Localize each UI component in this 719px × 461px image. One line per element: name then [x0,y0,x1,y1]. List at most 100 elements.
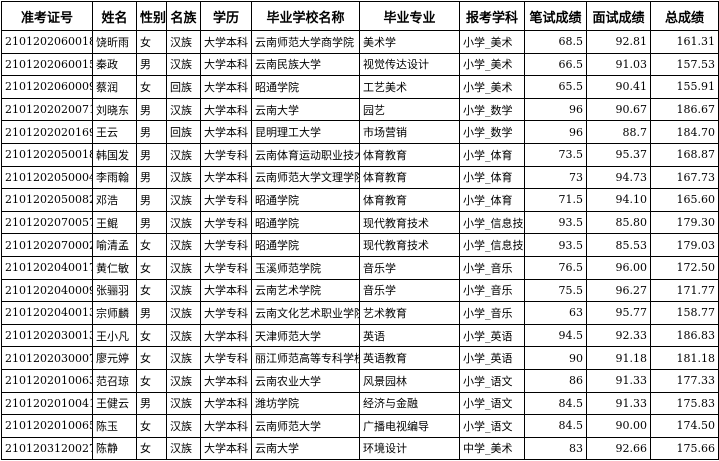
table-cell: 小学_体育 [459,142,525,167]
table-cell: 现代教育技术 [359,233,460,257]
table-cell: 汉族 [166,436,201,461]
table-cell: 66.5 [524,52,587,77]
table-cell: 2101202060015 [1,52,93,77]
table-cell: 73 [524,165,587,190]
table-cell: 158.77 [650,301,719,325]
table-cell: 68.5 [524,30,587,54]
table-cell: 94.73 [586,165,651,190]
table-row: 2101202040009 张骊羽女汉族 大学本科 云南艺术学院 音乐学 小学_音乐 75.… [1,278,719,303]
table-cell: 91.33 [586,368,651,393]
table-cell: 体育教育 [359,142,460,167]
table-cell: 云南体育运动职业技术 [251,142,360,167]
table-row: 2101202040013 宗师麟男汉族 大学专科 云南文化艺术职业学院 艺术教育 小学_… [1,301,719,325]
table-cell: 小学_数学 [459,120,525,144]
table-cell: 男 [136,301,167,325]
table-cell: 175.83 [650,391,719,416]
table-cell: 大学本科 [200,120,252,144]
table-cell: 大学专科 [200,210,252,235]
table-cell: 女 [136,414,167,438]
table-cell: 71.5 [524,188,587,212]
table-cell: 汉族 [166,346,201,370]
table-cell: 黄仁敏 [92,255,137,280]
table-cell: 2101202060009 [1,75,93,99]
table-cell: 王小凡 [92,323,137,348]
table-cell: 96.00 [586,255,651,280]
table-cell: 园艺 [359,97,460,122]
table-cell: 云南文化艺术职业学院 [251,301,360,325]
table-cell: 汉族 [166,391,201,416]
table-cell: 94.10 [586,188,651,212]
table-cell: 96 [524,120,587,144]
column-header: 准考证号 [1,1,93,31]
table-cell: 工艺美术 [359,75,460,99]
table-cell: 84.5 [524,391,587,416]
table-cell: 2101203120027 [1,436,93,461]
table-cell: 陈静 [92,436,137,461]
column-header: 毕业专业 [359,1,460,31]
table-cell: 广播电视编导 [359,414,460,438]
table-cell: 女 [136,368,167,393]
table-row: 2101202030013 王小凡女汉族 大学本科 天津师范大学 英语 小学_英语 94.5… [1,323,719,348]
table-cell: 女 [136,30,167,54]
table-row: 2101202020071 刘晓东男汉族 大学本科 云南大学 园艺 小学_数学 96 90.6… [1,97,719,122]
table-cell: 云南民族大学 [251,52,360,77]
table-row: 2101202010065 陈玉女汉族 大学本科 云南师范大学 广播电视编导 小学_语文 8… [1,414,719,438]
table-cell: 小学_英语 [459,346,525,370]
table-cell: 92.81 [586,30,651,54]
table-cell: 172.50 [650,255,719,280]
table-cell: 小学_音乐 [459,301,525,325]
table-cell: 90.67 [586,97,651,122]
table-cell: 廖元婷 [92,346,137,370]
table-cell: 86 [524,368,587,393]
table-cell: 2101202070057 [1,210,93,235]
table-cell: 大学本科 [200,278,252,303]
table-cell: 76.5 [524,255,587,280]
table-cell: 91.03 [586,52,651,77]
table-cell: 汉族 [166,165,201,190]
table-cell: 63 [524,301,587,325]
table-cell: 90.00 [586,414,651,438]
table-row: 2101202050018 韩国发男汉族 大学专科 云南体育运动职业技术 体育教育 小学_… [1,142,719,167]
table-cell: 157.53 [650,52,719,77]
table-cell: 邓浩 [92,188,137,212]
table-cell: 男 [136,210,167,235]
table-cell: 女 [136,436,167,461]
table-cell: 小学_音乐 [459,255,525,280]
table-cell: 92.66 [586,436,651,461]
table-cell: 男 [136,97,167,122]
table-row: 2101202050004 李雨翰男汉族 大学本科 云南师范大学文理学院 体育教育 小学_… [1,165,719,190]
table-cell: 大学专科 [200,233,252,257]
table-cell: 范召琼 [92,368,137,393]
table-cell: 165.60 [650,188,719,212]
table-cell: 大学本科 [200,97,252,122]
table-cell: 汉族 [166,368,201,393]
table-cell: 大学本科 [200,414,252,438]
table-cell: 李雨翰 [92,165,137,190]
table-cell: 女 [136,346,167,370]
table-cell: 94.5 [524,323,587,348]
table-cell: 小学_语文 [459,414,525,438]
table-cell: 大学本科 [200,52,252,77]
table-cell: 刘晓东 [92,97,137,122]
table-cell: 2101202010063 [1,368,93,393]
table-cell: 大学本科 [200,75,252,99]
table-cell: 大学本科 [200,391,252,416]
table-cell: 96 [524,97,587,122]
table-cell: 喻清孟 [92,233,137,257]
table-cell: 昭通学院 [251,188,360,212]
table-cell: 潍坊学院 [251,391,360,416]
table-cell: 大学专科 [200,255,252,280]
table-row: 2101202060009 蔡润女回族 大学本科 昭通学院 工艺美术 小学_美术 65.5 9… [1,75,719,99]
table-cell: 大学专科 [200,301,252,325]
table-cell: 小学_美术 [459,75,525,99]
table-cell: 市场营销 [359,120,460,144]
table-row: 2101202060018 饶昕雨女汉族 大学本科 云南师范大学商学院 美术学 小学_美术… [1,30,719,54]
table-cell: 丽江师范高等专科学校 [251,346,360,370]
table-cell: 云南农业大学 [251,368,360,393]
table-cell: 云南师范大学 [251,414,360,438]
table-cell: 女 [136,255,167,280]
table-cell: 85.53 [586,233,651,257]
table-cell: 小学_音乐 [459,278,525,303]
column-header: 报考学科 [459,1,525,31]
